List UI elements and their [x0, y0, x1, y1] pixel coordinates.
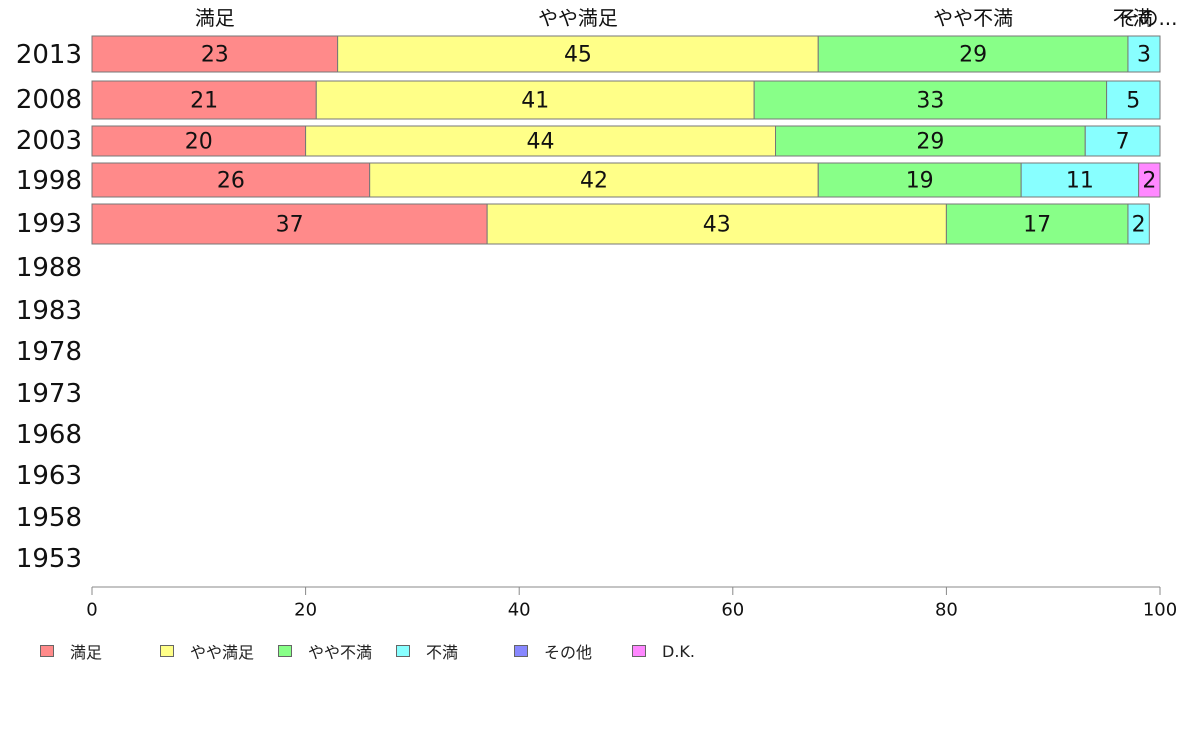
bar-value-label-2008-3: 5: [1126, 89, 1140, 114]
bar-2003-2: [775, 125, 1086, 157]
x-tick-label-100: 100: [1143, 600, 1177, 621]
bar-value-label-2003-0: 20: [185, 130, 213, 155]
bar-value-label-2008-0: 21: [190, 89, 218, 114]
legend-label: やや不満: [308, 643, 373, 662]
bar-value-label-2003-3: 7: [1116, 130, 1130, 155]
bar-1998-0: [91, 162, 371, 198]
bar-2008-2: [753, 80, 1108, 120]
category-label-1988: 1988: [16, 253, 82, 283]
bar-1993-3: [1127, 203, 1150, 245]
top-label-4: その...: [1118, 6, 1177, 30]
legend-item-5: D.K.: [632, 642, 732, 661]
top-label-2: やや不満: [933, 6, 1013, 30]
bar-1998-1: [369, 162, 819, 198]
bar-value-label-1993-2: 17: [1023, 213, 1051, 238]
bar-1993-0: [91, 203, 488, 245]
category-label-1978: 1978: [16, 337, 82, 367]
category-label-2003: 2003: [16, 126, 82, 156]
bar-2013-2: [817, 35, 1129, 73]
legend-swatch: [632, 645, 646, 657]
bar-value-label-1993-3: 2: [1132, 213, 1146, 238]
legend-swatch: [396, 645, 410, 657]
bar-value-label-1998-2: 19: [906, 169, 934, 194]
bar-1998-5: [1138, 162, 1161, 198]
bar-2008-3: [1106, 80, 1161, 120]
category-label-2013: 2013: [16, 40, 82, 70]
bar-2013-1: [337, 35, 819, 73]
category-label-1963: 1963: [16, 461, 82, 491]
category-label-1998: 1998: [16, 166, 82, 196]
bar-2003-0: [91, 125, 307, 157]
x-tick-label-80: 80: [935, 600, 958, 621]
legend-label: D.K.: [662, 641, 695, 661]
bar-value-label-2013-1: 45: [564, 43, 592, 68]
bar-2008-0: [91, 80, 317, 120]
category-label-1953: 1953: [16, 544, 82, 574]
bar-value-label-1998-0: 26: [217, 169, 245, 194]
legend-label: 満足: [70, 643, 103, 662]
category-label-1973: 1973: [16, 379, 82, 409]
legend-label: やや満足: [190, 643, 255, 662]
top-label-1: やや満足: [538, 6, 618, 30]
bar-value-label-2003-2: 29: [916, 130, 944, 155]
bar-value-label-1998-1: 42: [580, 169, 608, 194]
bar-2003-1: [305, 125, 777, 157]
legend-item-1: やや満足: [160, 639, 278, 663]
bar-value-label-1993-0: 37: [276, 213, 304, 238]
legend-swatch: [160, 645, 174, 657]
bar-value-label-2008-2: 33: [916, 89, 944, 114]
legend-label: 不満: [426, 643, 459, 662]
bar-value-label-2013-2: 29: [959, 43, 987, 68]
bar-1998-2: [817, 162, 1022, 198]
bar-value-label-2013-0: 23: [201, 43, 229, 68]
top-label-0: 満足: [195, 6, 235, 30]
bar-2013-3: [1127, 35, 1161, 73]
category-label-1968: 1968: [16, 420, 82, 450]
bar-1993-1: [486, 203, 947, 245]
legend-swatch: [514, 645, 528, 657]
bar-value-label-2013-3: 3: [1137, 43, 1151, 68]
category-label-1983: 1983: [16, 296, 82, 326]
legend-item-3: 不満: [396, 639, 514, 663]
legend-label: その他: [544, 643, 593, 662]
bar-2013-0: [91, 35, 339, 73]
x-tick-label-40: 40: [508, 600, 531, 621]
category-label-1958: 1958: [16, 503, 82, 533]
bar-value-label-2003-1: 44: [527, 130, 555, 155]
chart-legend: 満足 やや満足 やや不満 不満 その他 D.K.: [40, 640, 732, 662]
legend-swatch: [278, 645, 292, 657]
top-label-3: 不満: [1113, 6, 1153, 30]
bar-2003-3: [1084, 125, 1161, 157]
legend-item-2: やや不満: [278, 639, 396, 663]
x-tick-label-20: 20: [294, 600, 317, 621]
legend-swatch: [40, 645, 54, 657]
bar-value-label-2008-1: 41: [521, 89, 549, 114]
x-tick-label-0: 0: [86, 600, 97, 621]
legend-item-0: 満足: [40, 639, 160, 663]
x-tick-label-60: 60: [721, 600, 744, 621]
bar-value-label-1998-5: 2: [1142, 169, 1156, 194]
bar-value-label-1993-1: 43: [703, 213, 731, 238]
category-label-1993: 1993: [16, 209, 82, 239]
legend-item-4: その他: [514, 639, 632, 663]
bar-value-label-1998-3: 11: [1066, 169, 1094, 194]
category-label-2008: 2008: [16, 85, 82, 115]
bar-2008-1: [315, 80, 755, 120]
bar-1998-3: [1020, 162, 1140, 198]
